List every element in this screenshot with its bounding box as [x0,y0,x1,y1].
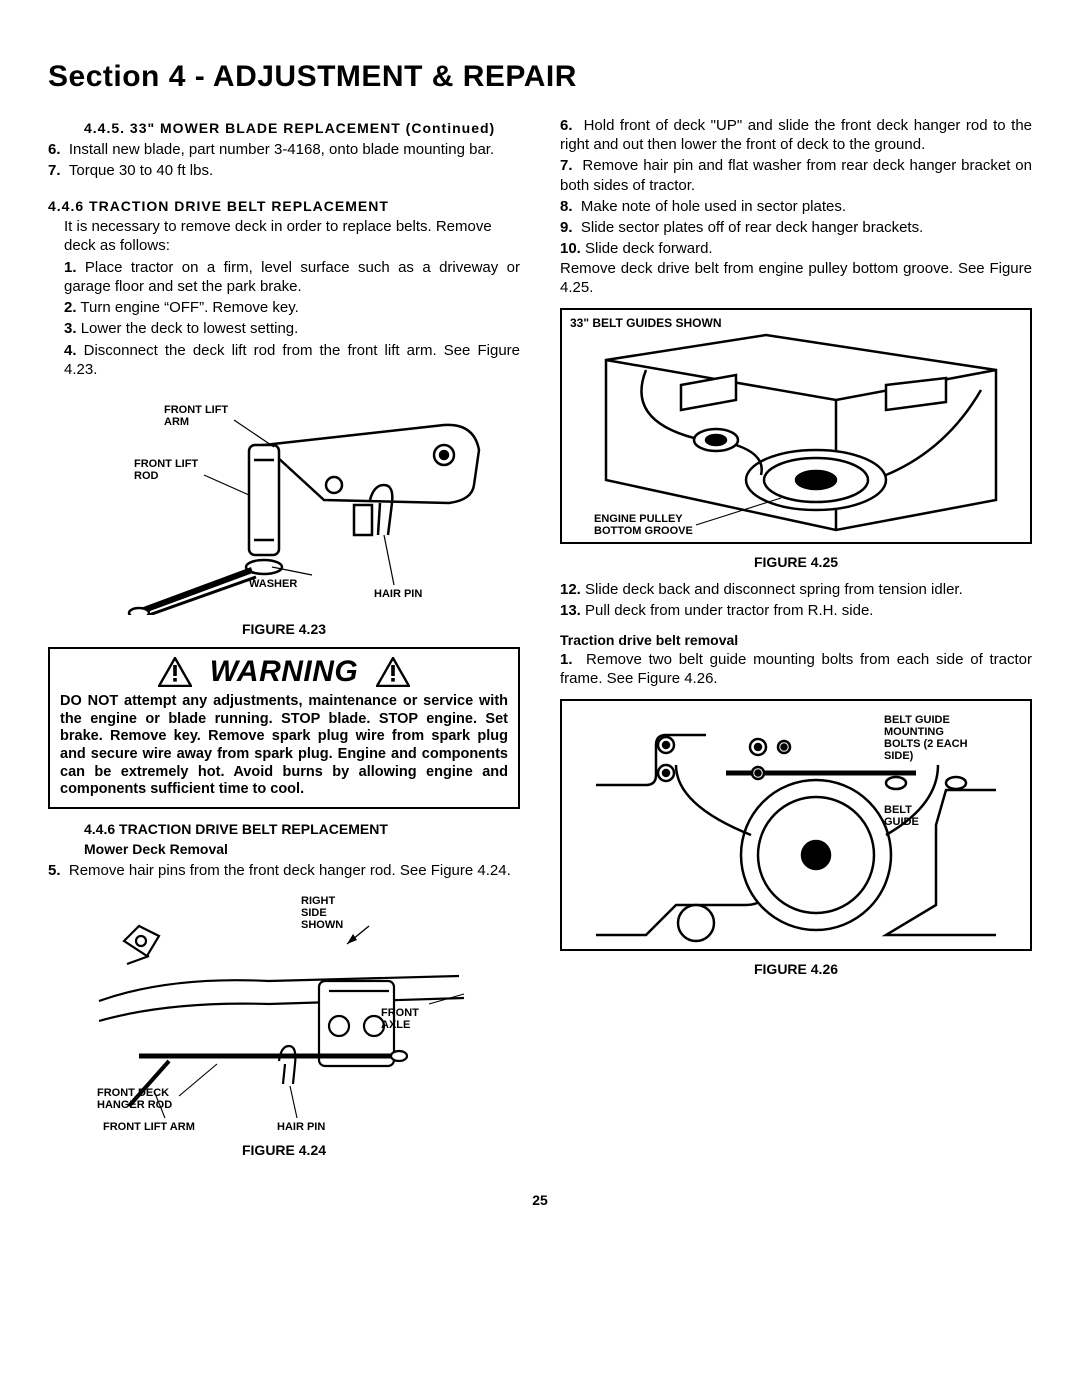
step-r6-text: Hold front of deck "UP" and slide the fr… [560,117,1032,153]
step-r10: 10. Slide deck forward. [560,239,1032,258]
label-front-lift-arm: FRONT LIFTARM [164,404,228,428]
page-title: Section 4 - ADJUSTMENT & REPAIR [48,60,1032,94]
figure-4-25-caption: FIGURE 4.25 [560,554,1032,570]
figure-4-23-svg: FRONT LIFTARM FRONT LIFTROD WASHER HAIR … [74,385,494,615]
label-washer: WASHER [249,578,297,590]
step-r12-text: Slide deck back and disconnect spring fr… [585,581,963,598]
label-belt-guide: BELTGUIDE [884,804,919,828]
step-tr1: 1. Remove two belt guide mounting bolts … [560,650,1032,688]
step-r8: 8. Make note of hole used in sector plat… [560,197,1032,216]
warning-triangle-icon [376,657,410,687]
step-tr1-text: Remove two belt guide mounting bolts fro… [560,651,1032,687]
sub-traction: Traction drive belt removal [560,632,1032,648]
step-7-text: Torque 30 to 40 ft lbs. [69,162,213,179]
step-r13-text: Pull deck from under tractor from R.H. s… [585,602,873,619]
label-belt-guide-bolts: BELT GUIDE MOUNTING BOLTS (2 EACH SIDE) [884,714,971,762]
step-6: 6. Install new blade, part number 3-4168… [48,140,520,159]
step-446-3-text: Lower the deck to lowest setting. [81,320,299,337]
two-column-layout: 4.4.5. 33" MOWER BLADE REPLACEMENT (Cont… [48,114,1032,1168]
warning-text: DO NOT attempt any adjustments, maintena… [60,693,508,799]
step-446-1-text: Place tractor on a firm, level surface s… [64,259,520,295]
heading-446b-sub: Mower Deck Removal [84,841,520,857]
warning-title: WARNING [210,655,359,689]
step-446-4-text: Disconnect the deck lift rod from the fr… [64,342,520,378]
figure-4-23-caption: FIGURE 4.23 [48,621,520,637]
step-6-text: Install new blade, part number 3-4168, o… [69,141,494,158]
warning-triangle-icon [158,657,192,687]
page-number: 25 [48,1192,1032,1208]
figure-4-25-svg: ENGINE PULLEYBOTTOM GROOVE [586,330,1006,540]
step-r13: 13. Pull deck from under tractor from R.… [560,601,1032,620]
step-446-1: 1. Place tractor on a firm, level surfac… [64,258,520,296]
step-r12: 12. Slide deck back and disconnect sprin… [560,580,1032,599]
heading-446b: 4.4.6 TRACTION DRIVE BELT REPLACEMENT [84,821,520,837]
figure-4-26: BELT GUIDE MOUNTING BOLTS (2 EACH SIDE) … [560,699,1032,951]
figure-4-26-caption: FIGURE 4.26 [560,961,1032,977]
label-engine-pulley: ENGINE PULLEYBOTTOM GROOVE [594,513,693,537]
label-front-axle: FRONTAXLE [381,1007,419,1031]
warning-box: WARNING DO NOT attempt any adjustments, … [48,647,520,809]
label-right-side-shown: RIGHTSIDESHOWN [301,895,343,931]
step-r9: 9. Slide sector plates off of rear deck … [560,218,1032,237]
step-446-4: 4. Disconnect the deck lift rod from the… [64,341,520,379]
figure-4-23: FRONT LIFTARM FRONT LIFTROD WASHER HAIR … [48,385,520,637]
fig425-title: 33" BELT GUIDES SHOWN [570,316,1022,330]
after-t10: Remove deck drive belt from engine pulle… [560,260,1032,298]
intro-446: It is necessary to remove deck in order … [64,218,520,256]
step-r7-text: Remove hair pin and flat washer from rea… [560,157,1032,193]
figure-4-25: 33" BELT GUIDES SHOWN [560,308,1032,544]
label-front-lift-arm-24: FRONT LIFT ARM [103,1121,195,1133]
step-446-2: 2. Turn engine “OFF”. Remove key. [64,298,520,317]
label-front-lift-rod: FRONT LIFTROD [134,458,198,482]
figure-4-24-svg: RIGHTSIDESHOWN FRONTAXLE FRONT DECKHANGE… [69,886,499,1136]
label-hair-pin-24: HAIR PIN [277,1121,325,1133]
heading-446: 4.4.6 TRACTION DRIVE BELT REPLACEMENT [48,198,520,214]
figure-4-26-svg: BELT GUIDE MOUNTING BOLTS (2 EACH SIDE) … [586,705,1006,945]
step-5-text: Remove hair pins from the front deck han… [69,862,511,879]
step-5: 5. Remove hair pins from the front deck … [48,861,520,880]
step-446-2-text: Turn engine “OFF”. Remove key. [80,299,298,316]
figure-4-24: RIGHTSIDESHOWN FRONTAXLE FRONT DECKHANGE… [48,886,520,1158]
step-7: 7. Torque 30 to 40 ft lbs. [48,161,520,180]
label-hair-pin: HAIR PIN [374,588,422,600]
heading-445: 4.4.5. 33" MOWER BLADE REPLACEMENT (Cont… [84,120,520,136]
step-r8-text: Make note of hole used in sector plates. [581,198,846,215]
step-r7: 7. Remove hair pin and flat washer from … [560,156,1032,194]
step-446-3: 3. Lower the deck to lowest setting. [64,319,520,338]
step-r9-text: Slide sector plates off of rear deck han… [581,219,923,236]
label-front-deck-hanger-rod: FRONT DECKHANGER ROD [97,1087,172,1111]
figure-4-24-caption: FIGURE 4.24 [48,1142,520,1158]
step-r6: 6. Hold front of deck "UP" and slide the… [560,116,1032,154]
left-column: 4.4.5. 33" MOWER BLADE REPLACEMENT (Cont… [48,114,520,1168]
step-r10-text: Slide deck forward. [585,240,713,257]
right-column: 6. Hold front of deck "UP" and slide the… [560,114,1032,1168]
